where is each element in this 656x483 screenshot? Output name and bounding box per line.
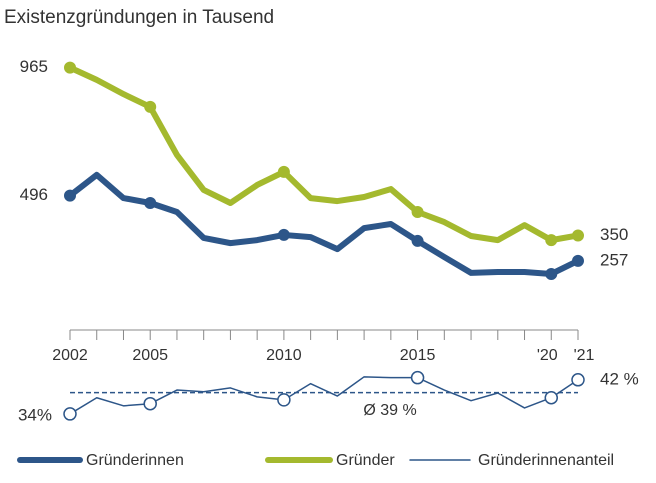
data-point	[64, 189, 76, 202]
legend-label: Gründerinnen	[86, 452, 184, 469]
x-tick-label: '20	[537, 347, 558, 364]
data-point	[144, 196, 157, 209]
x-tick-label: 2015	[400, 347, 436, 364]
data-point	[277, 228, 290, 241]
data-point	[277, 393, 291, 407]
data-point	[545, 234, 558, 247]
data-point	[572, 229, 584, 242]
x-tick-label: 2002	[52, 347, 88, 364]
data-point	[144, 100, 157, 113]
data-label: 42 %	[600, 369, 639, 388]
x-tick-label: '21	[574, 347, 595, 364]
data-point	[277, 165, 290, 178]
data-label: 965	[20, 57, 48, 76]
data-point	[572, 254, 584, 267]
average-label: Ø 39 %	[363, 402, 416, 419]
data-point	[64, 61, 76, 74]
legend-label: Gründer	[336, 452, 395, 469]
data-label: 496	[20, 185, 48, 204]
series-line	[67, 64, 581, 244]
x-tick-label: 2005	[132, 347, 168, 364]
data-point	[545, 267, 558, 280]
series-line	[67, 171, 581, 277]
data-label: 350	[600, 225, 628, 244]
data-point	[571, 373, 585, 387]
data-point	[143, 396, 157, 411]
data-point	[63, 407, 77, 421]
legend-label: Gründerinnenanteil	[478, 452, 614, 469]
data-point	[411, 234, 424, 247]
data-point	[410, 370, 425, 385]
chart-title: Existenzgründungen in Tausend	[4, 7, 274, 28]
data-label: 34%	[18, 405, 52, 424]
data-point	[544, 390, 559, 405]
data-label: 257	[600, 250, 628, 269]
x-tick-label: 2010	[266, 347, 302, 364]
data-point	[411, 206, 424, 219]
